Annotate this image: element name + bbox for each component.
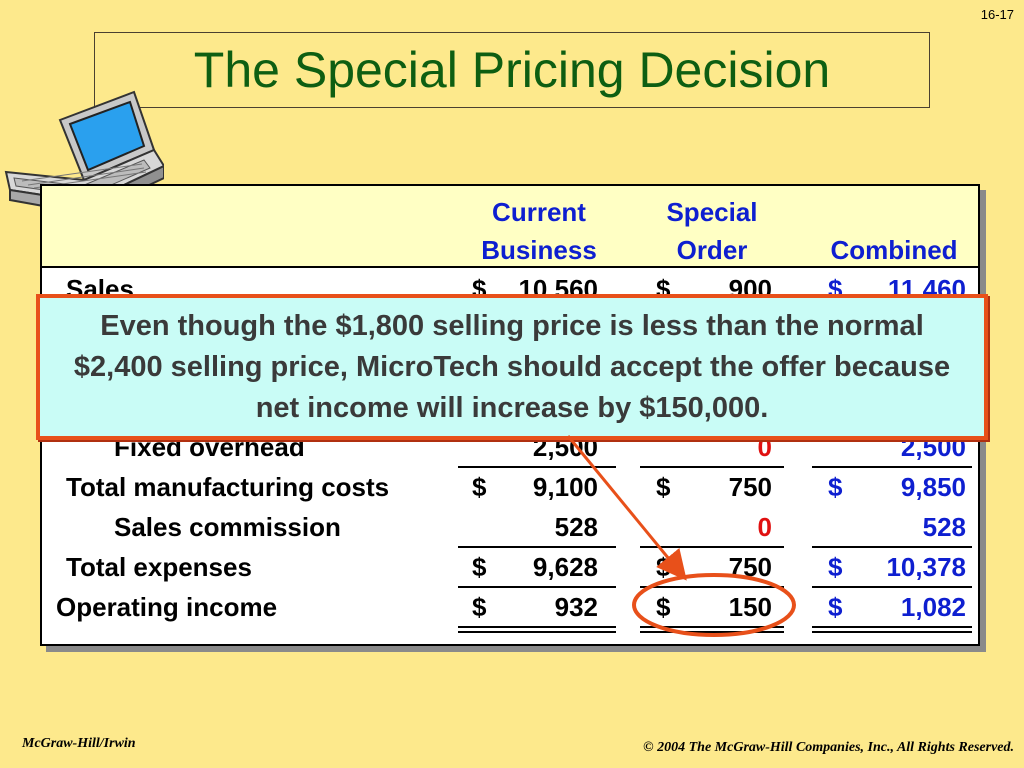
double-underline xyxy=(640,631,784,633)
double-underline xyxy=(812,626,972,628)
tmc-current-dollar: $ xyxy=(472,472,487,502)
row-label-sales-commission: Sales commission xyxy=(114,512,341,542)
copyright-footer: © 2004 The McGraw-Hill Companies, Inc., … xyxy=(643,740,1014,755)
te-current-dollar: $ xyxy=(472,552,487,582)
oi-special-dollar: $ xyxy=(656,592,671,622)
te-combined: 10,378 xyxy=(886,552,966,582)
underline xyxy=(812,586,972,588)
underline xyxy=(458,466,616,468)
oi-special: 150 xyxy=(728,592,772,622)
underline xyxy=(640,466,784,468)
underline xyxy=(640,546,784,548)
commission-special: 0 xyxy=(757,512,772,542)
te-combined-dollar: $ xyxy=(828,552,843,582)
tmc-current: 9,100 xyxy=(532,472,598,502)
underline xyxy=(458,586,616,588)
te-special: 750 xyxy=(728,552,772,582)
slide-number: 16-17 xyxy=(980,7,1014,22)
oi-current: 932 xyxy=(554,592,598,622)
underline xyxy=(812,546,972,548)
header-combined: Combined xyxy=(830,235,958,265)
header-current-line1: Current xyxy=(492,197,586,227)
commission-combined: 528 xyxy=(922,512,966,542)
table-header: Current Business Special Order Combined xyxy=(42,186,978,268)
double-underline xyxy=(458,626,616,628)
double-underline xyxy=(458,631,616,633)
row-label-total-expenses: Total expenses xyxy=(66,552,252,582)
tmc-combined: 9,850 xyxy=(900,472,966,502)
slide-title: The Special Pricing Decision xyxy=(193,42,831,98)
tmc-combined-dollar: $ xyxy=(828,472,843,502)
te-current: 9,628 xyxy=(532,552,598,582)
callout-box: Even though the $1,800 selling price is … xyxy=(36,294,988,440)
tmc-special: 750 xyxy=(728,472,772,502)
row-label-operating-income: Operating income xyxy=(56,592,278,622)
tmc-special-dollar: $ xyxy=(656,472,671,502)
underline xyxy=(458,546,616,548)
double-underline xyxy=(640,626,784,628)
title-box: The Special Pricing Decision xyxy=(94,32,930,108)
commission-current: 528 xyxy=(554,512,598,542)
underline xyxy=(812,466,972,468)
underline xyxy=(640,586,784,588)
publisher-footer: McGraw-Hill/Irwin xyxy=(22,736,136,751)
header-special-line1: Special xyxy=(666,197,758,227)
header-special-line2: Order xyxy=(676,235,748,265)
row-label-total-manufacturing-costs: Total manufacturing costs xyxy=(66,472,390,502)
oi-current-dollar: $ xyxy=(472,592,487,622)
callout-text: Even though the $1,800 selling price is … xyxy=(73,309,951,424)
oi-combined: 1,082 xyxy=(900,592,966,622)
header-current-line2: Business xyxy=(481,235,597,265)
te-special-dollar: $ xyxy=(656,552,671,582)
double-underline xyxy=(812,631,972,633)
oi-combined-dollar: $ xyxy=(828,592,843,622)
